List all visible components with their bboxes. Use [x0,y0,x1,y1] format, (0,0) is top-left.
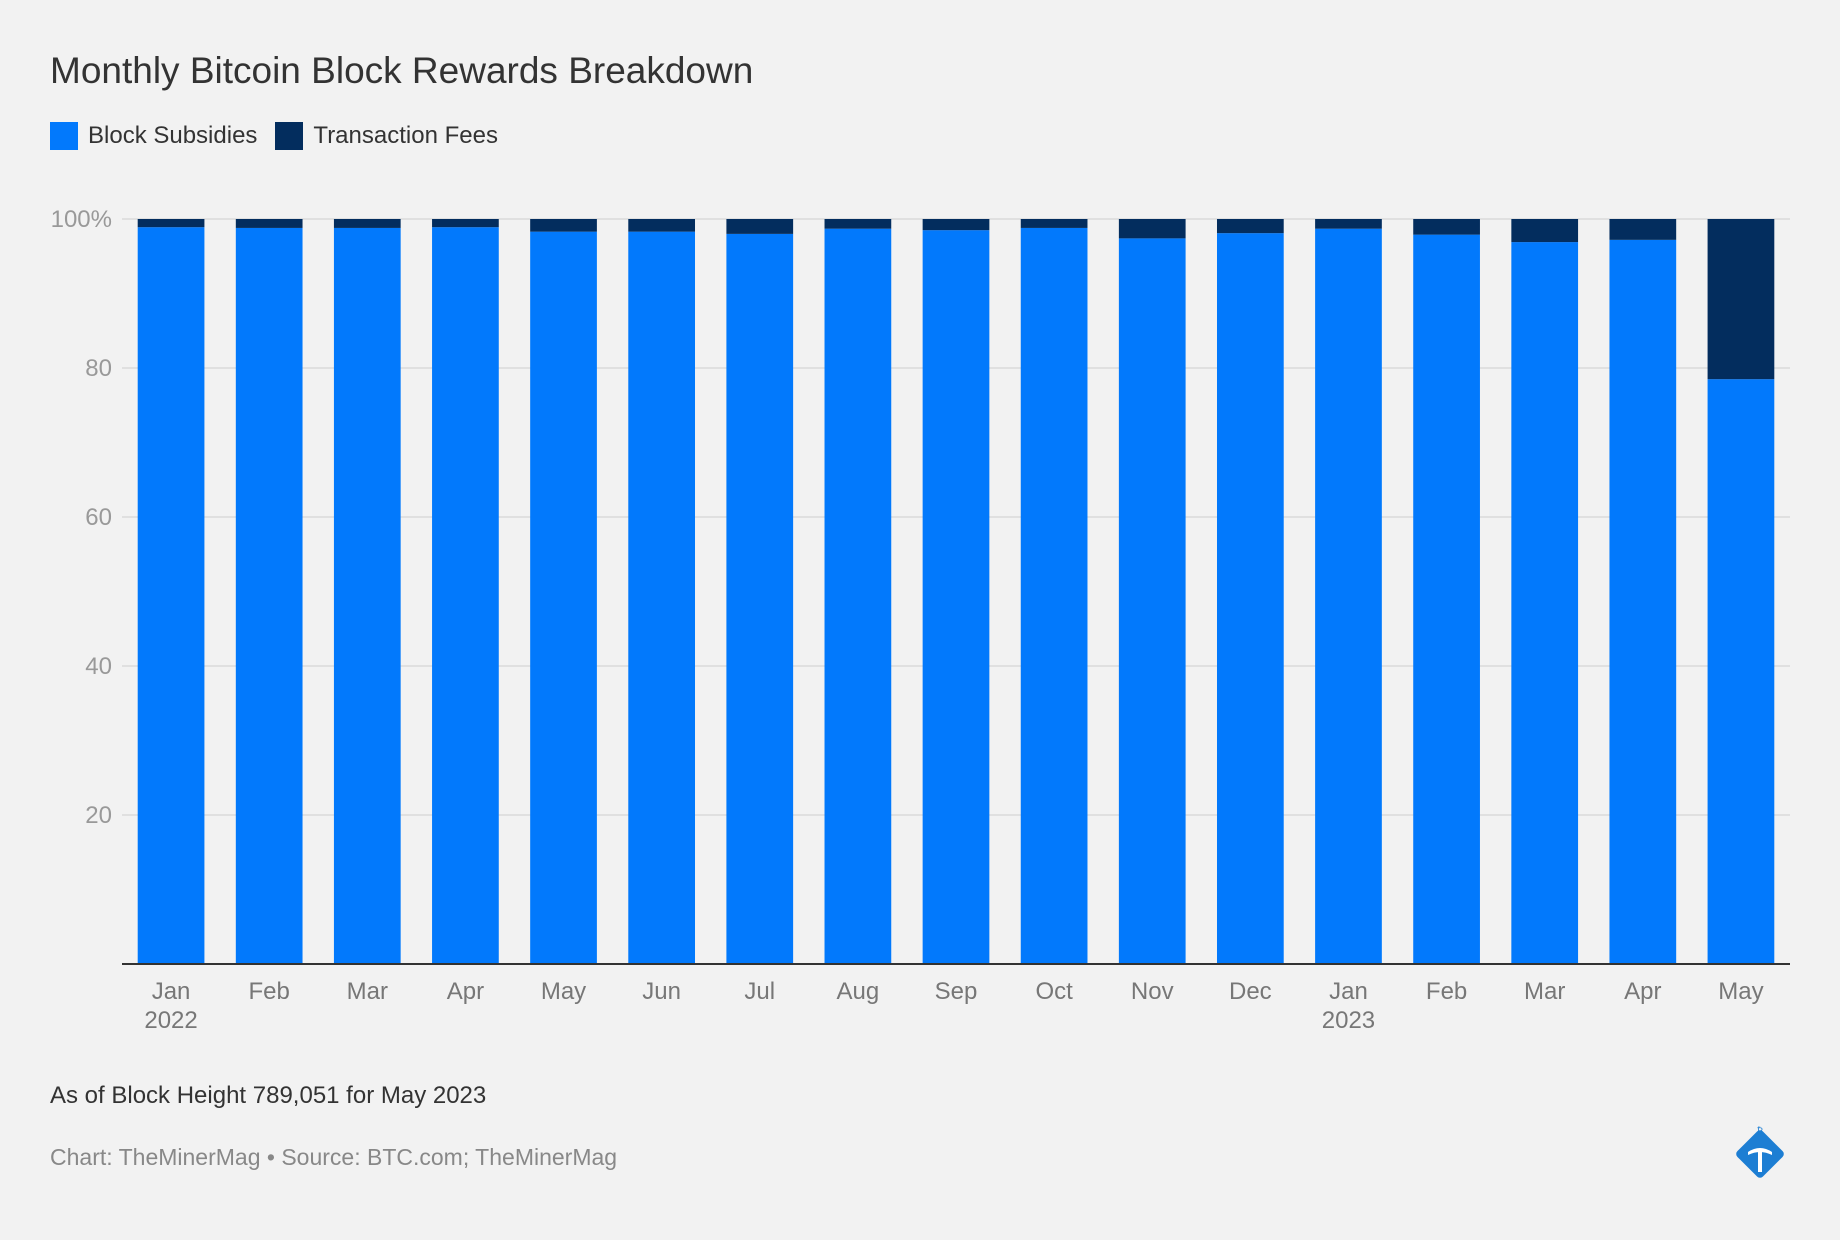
bar-fees [1707,219,1775,380]
bar-fees [824,219,892,229]
y-tick-label: 20 [85,802,112,829]
x-tick-label: Mar [347,978,388,1005]
bar-subsidies [1609,239,1677,965]
x-tick-year-label: 2023 [1322,1007,1375,1034]
bar-subsidies [333,227,401,964]
y-tick-label: 80 [85,355,112,382]
bar-subsidies [1707,379,1775,964]
x-tick-label: Feb [1426,978,1467,1005]
x-tick-label: May [1718,978,1763,1005]
bar-fees [1511,219,1579,243]
y-tick-label: 60 [85,504,112,531]
chart-title: Monthly Bitcoin Block Rewards Breakdown [50,50,754,91]
svg-text:₿: ₿ [1757,1126,1764,1137]
source-credit: Chart: TheMinerMag • Source: BTC.com; Th… [50,1144,618,1170]
bar-subsidies [1315,228,1382,964]
bar-subsidies [1216,233,1284,964]
pickaxe-diamond-icon: ₿ [1736,1126,1784,1178]
bar-subsidies [1020,227,1088,964]
bar-fees [726,219,794,234]
bar-subsidies [824,228,892,964]
bar-subsidies [235,227,303,964]
bar-subsidies [628,231,696,965]
bar-fees [235,219,303,228]
chart-legend: Block Subsidies Transaction Fees [50,122,498,150]
x-tick-label: Apr [1624,978,1661,1005]
bar-fees [1413,219,1480,235]
legend-swatch-subsidies [50,122,78,150]
x-tick-label: May [541,978,586,1005]
y-tick-label: 100% [51,206,112,233]
x-tick-label: Apr [447,978,484,1005]
x-tick-label: Jun [642,978,681,1005]
bar-fees [628,219,696,232]
bar-fees [530,219,597,232]
x-tick-label: Nov [1131,978,1174,1005]
bar-subsidies [726,233,794,964]
bar-subsidies [530,231,597,965]
legend-label-fees: Transaction Fees [313,122,498,149]
bar-fees [333,219,401,228]
y-tick-label: 40 [85,653,112,680]
legend-label-subsidies: Block Subsidies [88,122,258,149]
bar-fees [1315,219,1382,229]
footnote: As of Block Height 789,051 for May 2023 [50,1082,487,1109]
x-tick-label: Feb [248,978,289,1005]
legend-item-fees: Transaction Fees [275,122,498,150]
x-tick-label: Dec [1229,978,1272,1005]
bar-subsidies [1511,242,1579,965]
legend-item-subsidies: Block Subsidies [50,122,257,150]
bar-subsidies [1118,238,1186,964]
bar-fees [137,219,205,228]
x-tick-label: Sep [935,978,978,1005]
bar-fees [1216,219,1284,234]
x-tick-label: Mar [1524,978,1565,1005]
x-tick-label: Jul [744,978,775,1005]
bar-fees [1118,219,1186,239]
bar-subsidies [137,227,205,964]
bar-fees [432,219,499,228]
bar-fees [1020,219,1088,228]
legend-swatch-fees [275,122,304,150]
bar-fees [922,219,990,231]
x-tick-year-label: 2022 [144,1007,197,1034]
x-tick-label: Aug [837,978,880,1005]
bar-subsidies [1413,234,1480,964]
bar-fees [1609,219,1677,240]
bar-subsidies [432,227,499,964]
x-tick-label: Oct [1035,978,1073,1005]
bar-subsidies [922,230,990,965]
x-tick-label: Jan [152,978,191,1005]
x-tick-label: Jan [1329,978,1368,1005]
